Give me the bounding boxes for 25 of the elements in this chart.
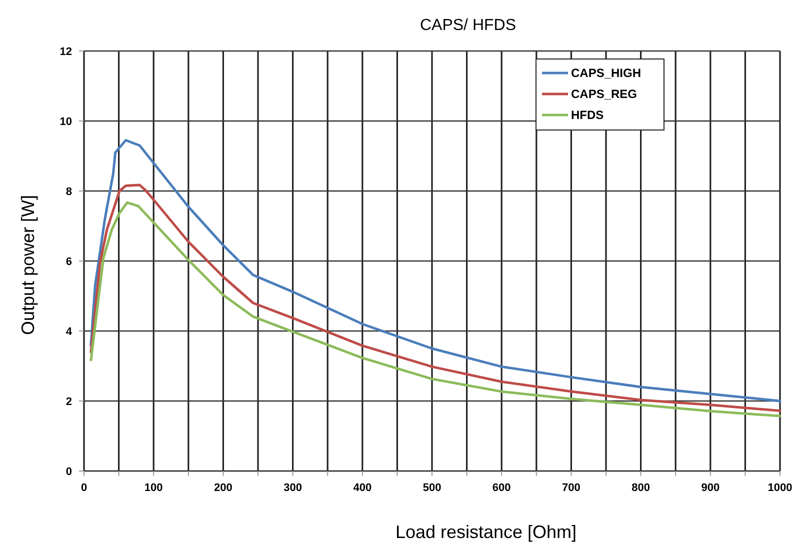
- y-tick-label: 0: [66, 466, 72, 478]
- x-tick-label: 500: [422, 482, 442, 494]
- x-tick-label: 400: [353, 482, 372, 494]
- x-tick-label: 300: [284, 482, 302, 494]
- y-tick-label: 4: [66, 326, 73, 338]
- y-tick-label: 8: [66, 186, 72, 198]
- chart-title: CAPS/ HFDS: [420, 17, 516, 34]
- y-tick-label: 12: [60, 46, 72, 58]
- legend-label: CAPS_HIGH: [571, 66, 642, 80]
- x-tick-label: 800: [632, 482, 650, 494]
- x-tick-label: 1000: [768, 482, 792, 494]
- x-tick-label: 600: [492, 482, 511, 494]
- x-tick-label: 100: [144, 482, 163, 494]
- y-tick-label: 2: [66, 396, 72, 408]
- legend-label: CAPS_REG: [571, 87, 638, 102]
- x-tick-label: 200: [214, 482, 232, 494]
- line-series: [90, 139, 782, 402]
- x-tick-label: 700: [562, 482, 580, 494]
- x-tick-label: 0: [80, 482, 88, 494]
- legend-label: HFDS: [571, 108, 604, 122]
- y-axis-title: Output power [W]: [18, 194, 38, 336]
- x-tick-label: 900: [701, 482, 720, 494]
- y-tick-label: 6: [66, 256, 72, 268]
- y-tick-label: 10: [60, 116, 72, 128]
- x-axis-title: Load resistance [Ohm]: [395, 522, 577, 542]
